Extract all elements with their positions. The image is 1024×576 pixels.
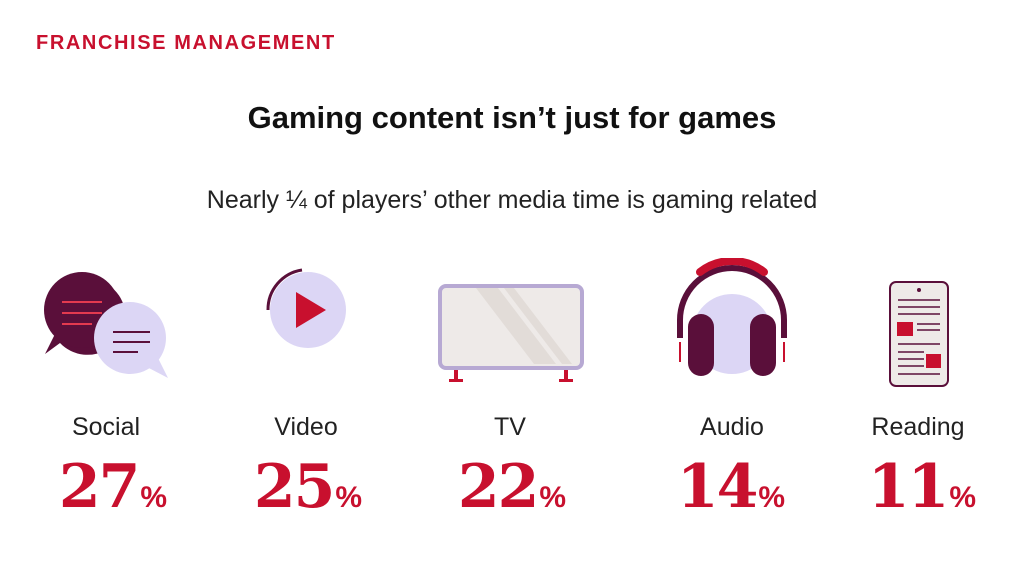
stat-unit: % (335, 481, 363, 514)
headphones-icon (677, 258, 787, 376)
tv-icon (438, 284, 584, 382)
section-label: FRANCHISE MANAGEMENT (36, 32, 336, 54)
stat-value: 27% (23, 452, 203, 522)
stat-unit: % (140, 481, 168, 514)
stat-number: 22 (457, 452, 539, 522)
stat-label: Social (71, 413, 141, 441)
stat-label: TV (494, 413, 526, 441)
stat-number: 25 (253, 452, 335, 522)
stat-unit: % (758, 481, 786, 514)
video-play-icon (266, 268, 346, 348)
page-title: Gaming content isn’t just for games (247, 100, 777, 135)
stat-unit: % (949, 481, 977, 514)
stat-unit: % (539, 481, 567, 514)
stat-label: Audio (700, 413, 764, 441)
stat-value: 14% (641, 452, 821, 522)
stat-value: 11% (832, 452, 1012, 522)
stat-value: 22% (422, 452, 602, 522)
page-subtitle: Nearly ¼ of players’ other media time is… (206, 186, 818, 214)
stat-value: 25% (218, 452, 398, 522)
chat-bubbles-icon (44, 272, 168, 378)
stat-number: 27 (58, 452, 140, 522)
stat-number: 11 (867, 452, 949, 522)
stat-label: Video (274, 413, 338, 441)
e-reader-icon (889, 281, 949, 387)
stat-number: 14 (676, 452, 758, 522)
stat-label: Reading (871, 413, 965, 441)
